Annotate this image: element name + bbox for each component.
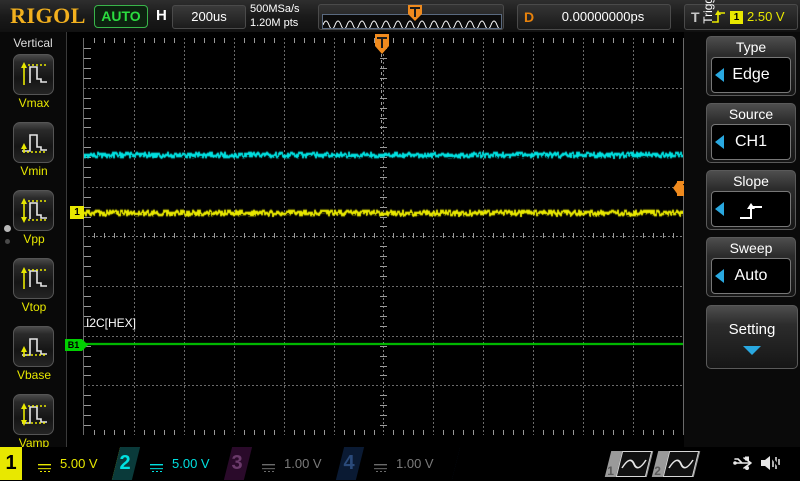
bus-waveform-trace — [84, 340, 683, 348]
delay-label: D — [524, 5, 534, 29]
trigger-source-badge: 1 — [730, 11, 743, 24]
sidebar-item-vmin[interactable]: Vmin — [13, 122, 54, 178]
oscilloscope-screen: RIGOL AUTO H 200us 500MSa/s 1.20M pts — [0, 0, 800, 480]
sidebar-title: Vertical — [0, 36, 66, 50]
sidebar-label-vpp: Vpp — [10, 232, 58, 246]
run-status-badge[interactable]: AUTO — [94, 5, 148, 28]
channel-number-4: 4 — [338, 447, 360, 480]
ch4-coupling-icon — [374, 459, 387, 468]
vmax-measure-icon — [13, 54, 54, 95]
memory-depth-value: 1.20M pts — [250, 16, 316, 30]
center-vertical-ticks — [383, 38, 384, 435]
ch1-waveform-trace — [84, 200, 683, 224]
left-arrow-icon — [715, 135, 724, 149]
vertical-measure-sidebar: Vertical Vmax Vmin — [0, 32, 67, 447]
bus-decode-label: I2C[HEX] — [86, 316, 136, 330]
sidebar-label-vmin: Vmin — [10, 164, 58, 178]
ch2-coupling-icon — [150, 459, 163, 468]
timebase-value: 200us — [173, 6, 245, 28]
ch3-coupling-icon — [262, 459, 275, 468]
page-dot-active — [4, 225, 11, 232]
menu-title-source: Source — [707, 104, 795, 124]
menu-title-setting: Setting — [707, 320, 797, 340]
trigger-label: T — [691, 5, 700, 29]
ch1-position-marker[interactable]: 1 — [70, 206, 84, 219]
channel-scale-4: 1.00 V — [396, 447, 434, 480]
menu-item-source[interactable]: Source CH1 — [706, 103, 796, 163]
sidebar-label-vbase: Vbase — [10, 368, 58, 382]
channel-tag-1[interactable]: 1 5.00 V — [0, 447, 122, 480]
usb-icon[interactable] — [733, 455, 755, 471]
sidebar-label-vmax: Vmax — [10, 96, 58, 110]
timebase-field[interactable]: 200us — [172, 5, 246, 29]
chevron-down-icon — [743, 346, 761, 355]
acquisition-info: 500MSa/s 1.20M pts — [250, 2, 316, 30]
function-slot-2-index: 2 — [654, 464, 661, 478]
channel-scale-2: 5.00 V — [172, 447, 210, 480]
channel-number-3: 3 — [226, 447, 248, 480]
waveform-preview[interactable] — [318, 4, 504, 30]
sidebar-item-vpp[interactable]: Vpp — [13, 190, 54, 246]
sine-wave-icon — [663, 451, 699, 477]
left-arrow-icon — [715, 202, 724, 216]
vamp-measure-icon — [13, 394, 54, 435]
channel-scale-3: 1.00 V — [284, 447, 322, 480]
vtop-measure-icon — [13, 258, 54, 299]
sample-rate-value: 500MSa/s — [250, 2, 316, 16]
horizontal-label: H — [156, 6, 167, 25]
ch2-waveform-trace — [84, 142, 683, 166]
channel-scale-1: 5.00 V — [60, 447, 98, 480]
channel-tag-3[interactable]: 3 1.00 V — [222, 447, 344, 480]
sidebar-item-vmax[interactable]: Vmax — [13, 54, 54, 110]
sine-wave-icon — [616, 451, 652, 477]
menu-title-type: Type — [707, 37, 795, 57]
speaker-mute-icon[interactable] — [760, 454, 782, 472]
channel-number-1: 1 — [2, 447, 20, 480]
trigger-menu-tab-label: Trigger — [700, 0, 716, 40]
trigger-menu-tab[interactable]: Trigger — [686, 40, 702, 110]
sidebar-label-vtop: Vtop — [10, 300, 58, 314]
sidebar-page-indicator[interactable] — [4, 225, 11, 251]
menu-title-slope: Slope — [707, 171, 795, 191]
channel-number-2: 2 — [114, 447, 136, 480]
left-arrow-icon — [715, 269, 724, 283]
rigol-logo: RIGOL — [6, 3, 90, 28]
vmin-measure-icon — [13, 122, 54, 163]
channel-status-bar: 1 5.00 V 2 — [0, 447, 800, 480]
function-slot-1-index: 1 — [607, 464, 614, 478]
function-slot-2[interactable]: 2 — [652, 451, 700, 477]
bus-position-marker[interactable]: B1 — [65, 339, 82, 351]
delay-field[interactable]: D 0.00000000ps — [517, 4, 671, 30]
channel-tag-2[interactable]: 2 5.00 V — [110, 447, 232, 480]
sidebar-item-vbase[interactable]: Vbase — [13, 326, 54, 382]
vbase-measure-icon — [13, 326, 54, 367]
sidebar-item-vtop[interactable]: Vtop — [13, 258, 54, 314]
page-dot-inactive — [5, 239, 10, 244]
menu-title-sweep: Sweep — [707, 238, 795, 258]
left-arrow-icon — [715, 68, 724, 82]
vpp-measure-icon — [13, 190, 54, 231]
menu-item-setting[interactable]: Setting — [706, 305, 798, 369]
menu-item-type[interactable]: Type Edge — [706, 36, 796, 96]
waveform-grid[interactable] — [84, 38, 683, 435]
function-slot-1[interactable]: 1 — [605, 451, 653, 477]
top-status-bar: RIGOL AUTO H 200us 500MSa/s 1.20M pts — [0, 0, 800, 33]
ch1-coupling-icon — [38, 459, 51, 468]
sidebar-item-vamp[interactable]: Vamp — [13, 394, 54, 450]
trigger-position-marker[interactable] — [375, 34, 389, 54]
menu-item-slope[interactable]: Slope — [706, 170, 796, 230]
trigger-level-value: 2.50 V — [747, 5, 785, 29]
trigger-position-line — [381, 54, 382, 134]
menu-item-sweep[interactable]: Sweep Auto — [706, 237, 796, 297]
delay-value: 0.00000000ps — [542, 5, 664, 29]
preview-trigger-position-icon — [408, 5, 422, 21]
channel-tag-4[interactable]: 4 1.00 V — [334, 447, 456, 480]
